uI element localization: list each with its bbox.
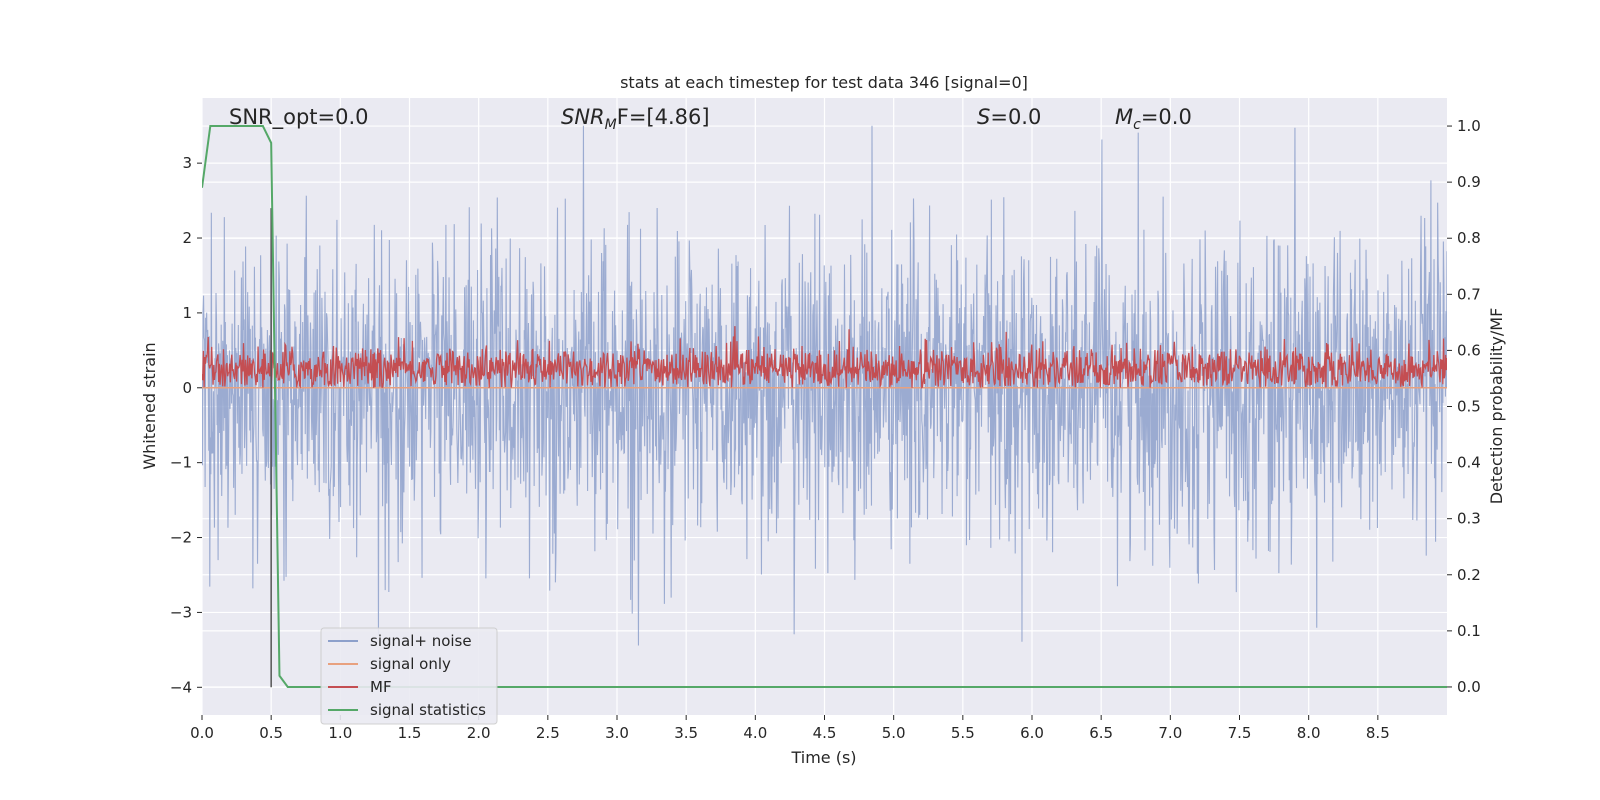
y2-tick-label: 0.9 [1457,173,1481,191]
x-tick-label: 4.0 [743,724,767,742]
x-tick-label: 4.5 [813,724,837,742]
x-axis: 0.0 0.5 1.0 1.5 2.0 2.5 3.0 3.5 4.0 4.5 5.0 5.5 6.0 6… [190,715,1390,742]
s-var: S [977,105,990,129]
y2-tick-label: 0.2 [1457,566,1481,584]
y2-axis-label: Detection probability/MF [1487,308,1506,505]
y-tick-label: −1 [170,454,192,472]
y2-tick-label: 0.1 [1457,622,1481,640]
x-tick-label: 3.0 [605,724,629,742]
y2-tick-label: 1.0 [1457,117,1481,135]
series-signal-statistics [202,125,1447,688]
right-axis: 1.0 0.9 0.8 0.7 0.6 0.5 0.4 0.3 0.2 0.1 0.0 [1447,117,1481,696]
mc-var: M [1115,105,1133,129]
left-axis: 3 2 1 0 −1 −2 −3 −4 [170,154,202,696]
x-tick-label: 5.0 [882,724,906,742]
legend-label-mf: MF [370,678,392,696]
x-tick-label: 1.5 [398,724,422,742]
mc-val: =0.0 [1141,105,1192,129]
x-tick-label: 7.5 [1228,724,1252,742]
series-mf [202,326,1447,389]
annotation-mc: Mc=0.0 [1115,105,1192,133]
mc-sub: c [1133,117,1141,133]
x-tick-label: 8.0 [1297,724,1321,742]
x-tick-label: 2.0 [467,724,491,742]
y2-tick-label: 0.5 [1457,398,1481,416]
x-tick-label: 0.0 [190,724,214,742]
annotation-snr-mf: SNRMF=[4.86] [561,105,710,133]
x-tick-label: 7.0 [1158,724,1182,742]
x-tick-label: 2.5 [536,724,560,742]
y2-tick-label: 0.7 [1457,285,1481,303]
legend-label-signal-only: signal only [370,655,451,673]
legend-label-signal-noise: signal+ noise [370,632,472,650]
legend-box [320,627,498,725]
annotation-snr-opt: SNR_opt=0.0 [229,105,369,130]
snr-mf-sub: M [605,117,617,133]
legend: signal+ noise signal only MF signal stat… [320,627,498,725]
x-axis-label: Time (s) [790,748,856,767]
y-tick-label: 1 [182,304,192,322]
x-tick-label: 1.0 [328,724,352,742]
y2-tick-label: 0.4 [1457,454,1481,472]
x-tick-label: 5.5 [951,724,975,742]
y-tick-label: −3 [170,603,192,621]
x-tick-label: 0.5 [259,724,283,742]
x-tick-label: 3.5 [674,724,698,742]
snr-mf-rest: F=[4.86] [617,105,710,129]
legend-label-signal-statistics: signal statistics [370,701,486,719]
x-tick-label: 6.5 [1089,724,1113,742]
y2-tick-label: 0.6 [1457,341,1481,359]
x-tick-label: 6.0 [1020,724,1044,742]
y-tick-label: 0 [182,379,192,397]
y2-tick-label: 0.3 [1457,510,1481,528]
y-tick-label: 2 [182,229,192,247]
y2-tick-label: 0.8 [1457,229,1481,247]
chart-title: stats at each timestep for test data 346… [620,73,1028,92]
y2-tick-label: 0.0 [1457,678,1481,696]
y-tick-label: −2 [170,529,192,547]
snr-mf-main: SNR [561,105,605,129]
x-tick-label: 8.5 [1366,724,1390,742]
annotation-s: S=0.0 [977,105,1041,129]
y-tick-label: −4 [170,678,192,696]
y-axis-label: Whitened strain [140,342,159,469]
plot-area [202,125,1447,688]
y-tick-label: 3 [182,154,192,172]
s-val: =0.0 [990,105,1041,129]
